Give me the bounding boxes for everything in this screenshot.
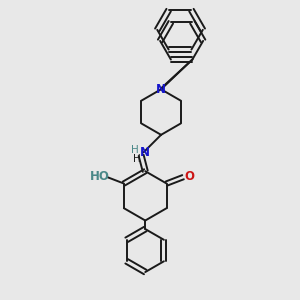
Text: H: H [133, 154, 140, 164]
Text: N: N [156, 83, 166, 96]
Text: N: N [140, 146, 150, 159]
Text: O: O [184, 170, 194, 183]
Text: H: H [131, 145, 139, 155]
Text: HO: HO [90, 170, 110, 183]
